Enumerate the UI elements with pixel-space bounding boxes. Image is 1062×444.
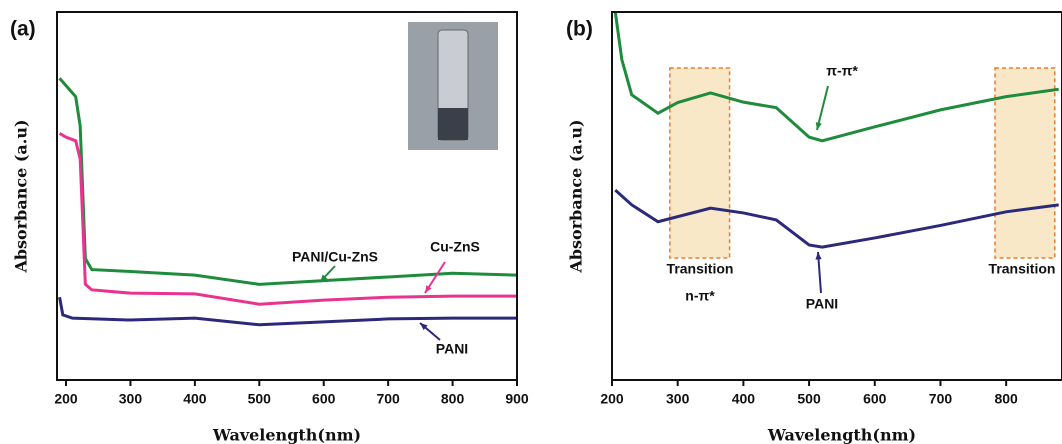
annotation-arrowhead [815,122,822,130]
annotation-arrowhead [425,285,432,293]
x-tick-label: 600 [312,391,336,407]
series-line [58,132,517,306]
series-line [613,11,1059,143]
x-tick-label: 700 [929,391,953,407]
x-tick-label: 400 [183,391,207,407]
x-tick-label: 200 [600,391,624,407]
y-axis-title: Absorbance (a.u) [12,119,31,273]
x-tick-label: 600 [863,391,887,407]
annotation-arrowhead [815,252,822,260]
annotation: Transition [989,261,1056,277]
x-tick-label: 800 [994,391,1018,407]
panel-label: (b) [566,18,593,41]
annotation: π-π* [826,63,858,79]
annotation: PANI/Cu-ZnS [292,249,378,265]
series-line [614,188,1059,249]
y-axis-title: Absorbance (a.u) [567,119,586,273]
annotation: PANI [436,341,468,357]
x-tick-label: 500 [248,391,272,407]
x-tick-label: 900 [505,391,529,407]
x-tick-label: 500 [797,391,821,407]
annotation: PANI [806,296,838,312]
x-tick-label: 700 [376,391,400,407]
annotation: Cu-ZnS [430,239,480,255]
panel-label: (a) [10,18,36,41]
annotation-arrowhead [320,274,328,282]
x-axis-title: Wavelength(nm) [767,426,916,444]
annotation: n-π* [685,288,715,304]
annotation-arrowhead [420,323,428,331]
plot-frame [56,11,518,381]
highlight-region [994,67,1056,259]
annotation-arrow [816,85,829,131]
x-tick-label: 300 [666,391,690,407]
plot-frame [611,11,1062,381]
x-tick-label: 200 [54,391,78,407]
highlight-region [669,67,731,259]
x-tick-label: 400 [732,391,756,407]
annotation: Transition [667,261,734,277]
inset-liquid [438,108,468,140]
series-line [58,296,517,327]
series-line [58,77,518,286]
x-tick-label: 800 [441,391,465,407]
x-axis-title: Wavelength(nm) [212,426,361,444]
x-tick-label: 300 [119,391,143,407]
